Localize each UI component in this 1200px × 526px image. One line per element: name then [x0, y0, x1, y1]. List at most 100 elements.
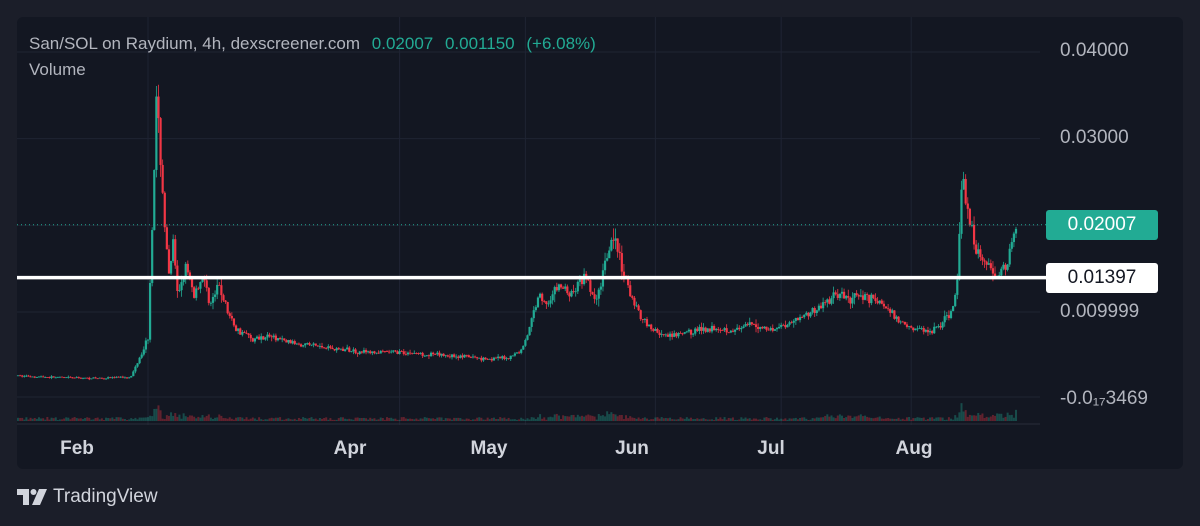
candle-body — [614, 238, 617, 241]
volume-bar — [161, 418, 164, 421]
volume-bar — [1010, 414, 1013, 421]
volume-bar — [524, 419, 527, 421]
candle-body — [27, 375, 30, 377]
volume-bar — [870, 417, 873, 421]
candle-body — [941, 322, 944, 328]
candle-body — [92, 377, 95, 379]
candle-body — [448, 356, 452, 358]
volume-bar — [134, 417, 137, 421]
volume-bar — [268, 418, 271, 421]
candle-body — [73, 377, 76, 379]
volume-bar — [750, 419, 753, 421]
volume-bar — [599, 415, 602, 421]
candle-body — [438, 352, 441, 356]
volume-bar — [868, 417, 871, 421]
candle-body — [306, 343, 309, 344]
candle-body — [333, 349, 336, 351]
volume-bar — [547, 417, 550, 421]
volume-bar — [788, 418, 791, 421]
candle-body — [46, 377, 49, 378]
volume-bar — [817, 417, 820, 421]
candle-body — [765, 326, 768, 330]
volume-bar — [652, 419, 655, 421]
candle-body — [75, 377, 78, 378]
candle-body — [90, 378, 93, 380]
volume-bar — [253, 418, 256, 421]
tradingview-brand[interactable]: TradingView — [17, 486, 158, 508]
volume-bar — [939, 417, 942, 421]
volume-bar — [507, 417, 510, 421]
price-change-percent: (+6.08%) — [526, 34, 596, 53]
candle-body — [536, 297, 540, 308]
volume-bar — [903, 419, 906, 421]
candle-body — [157, 96, 160, 119]
candle-body — [1006, 264, 1009, 270]
volume-bar — [937, 417, 940, 421]
candle-body — [740, 328, 743, 330]
candle-body — [56, 376, 59, 378]
horizontal-line-price-tag[interactable]: 0.01397 — [1046, 263, 1158, 293]
volume-bar — [952, 419, 955, 421]
volume-bar — [157, 405, 160, 421]
candle-body — [346, 347, 349, 350]
candle-body — [855, 293, 858, 296]
volume-bar — [669, 417, 672, 421]
volume-bar — [606, 411, 609, 421]
candle-body — [299, 344, 303, 347]
volume-bar — [1000, 413, 1003, 421]
candle-body — [352, 349, 355, 352]
volume-bar — [564, 416, 567, 421]
volume-bar — [704, 419, 707, 421]
candle-body — [432, 352, 435, 355]
candle-body — [44, 377, 47, 378]
candle-body — [796, 318, 800, 321]
volume-bar — [71, 417, 74, 421]
volume-bar — [321, 418, 324, 421]
volume-bar — [490, 418, 493, 421]
candle-body — [497, 356, 500, 358]
candle-body — [666, 334, 670, 337]
candle-body — [308, 343, 311, 345]
volume-bar — [849, 415, 852, 421]
candle-body — [912, 327, 915, 331]
candle-body — [803, 314, 806, 318]
candle-body — [744, 324, 747, 327]
volume-bar — [226, 418, 229, 421]
candle-body — [392, 350, 395, 352]
candle-body — [385, 351, 389, 352]
volume-bar — [98, 419, 101, 421]
candle-body — [654, 328, 657, 331]
volume-bar — [931, 417, 934, 421]
volume-bar — [81, 419, 84, 421]
volume-bar — [958, 412, 961, 421]
volume-bar — [981, 413, 984, 421]
candle-body — [21, 375, 24, 377]
volume-bar — [994, 415, 997, 421]
candle-body — [759, 327, 762, 329]
candle-body — [993, 273, 997, 277]
candle-body — [467, 355, 470, 358]
volume-bar — [648, 419, 651, 421]
volume-bar — [694, 418, 697, 421]
candle-body — [50, 376, 53, 378]
volume-bar — [654, 417, 657, 421]
volume-bar — [467, 418, 470, 421]
candle-body — [777, 326, 781, 329]
volume-bar — [356, 417, 359, 421]
volume-bar — [864, 415, 867, 421]
candle-body — [178, 290, 181, 291]
candle-body — [356, 353, 359, 354]
volume-bar — [759, 419, 762, 421]
candle-body — [107, 377, 110, 379]
volume-bar — [469, 419, 472, 421]
volume-bar — [297, 417, 300, 421]
candle-body — [478, 357, 481, 359]
candle-body — [234, 325, 238, 331]
candle-body — [887, 308, 890, 310]
volume-bar — [723, 417, 726, 421]
candle-body — [780, 324, 783, 327]
volume-bar — [362, 417, 365, 421]
candle-body — [373, 351, 376, 354]
candle-body — [557, 284, 561, 291]
